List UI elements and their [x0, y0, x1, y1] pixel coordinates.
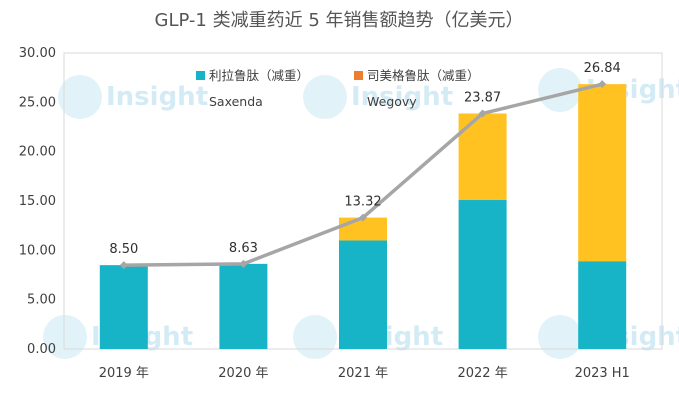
x-tick-label: 2019 年: [99, 366, 149, 381]
x-tick-label: 2022 年: [457, 366, 507, 381]
watermark: Insight: [58, 75, 208, 119]
watermark: Insight: [538, 315, 679, 359]
bar-saxenda: [339, 240, 387, 349]
watermark-logo-icon: [538, 68, 582, 112]
legend-item: 利拉鲁肽（减重） Saxenda: [196, 68, 309, 109]
bar-saxenda: [219, 263, 268, 349]
watermark-logo-icon: [303, 75, 347, 119]
y-tick-label: 30.00: [19, 46, 56, 61]
watermark-logo-icon: [293, 315, 337, 359]
watermark: Insight: [303, 75, 453, 119]
x-tick-label: 2023 H1: [575, 366, 630, 381]
y-tick-label: 0.00: [27, 342, 56, 357]
total-point: [598, 80, 607, 89]
data-label: 8.50: [109, 242, 138, 257]
legend-swatch: [196, 71, 205, 80]
data-label: 26.84: [584, 61, 621, 76]
data-label: 13.32: [344, 195, 381, 210]
chart-title: GLP-1 类减重药近 5 年销售额趋势（亿美元）: [155, 10, 524, 31]
total-point: [478, 109, 487, 118]
total-point: [119, 261, 128, 270]
y-tick-label: 5.00: [27, 293, 56, 308]
data-label: 8.63: [229, 241, 258, 256]
bar-wegovy: [578, 84, 627, 262]
legend-item: 司美格鲁肽（减重） Wegovy: [354, 68, 480, 109]
total-point: [239, 259, 248, 268]
y-tick-label: 25.00: [19, 95, 56, 110]
x-tick-label: 2020 年: [218, 366, 268, 381]
data-label: 23.87: [464, 90, 501, 105]
watermark-logo-icon: [58, 75, 102, 119]
y-tick-label: 10.00: [19, 243, 56, 258]
bar-saxenda: [99, 265, 148, 349]
y-tick-label: 15.00: [19, 194, 56, 209]
watermark-text: Insight: [351, 82, 453, 112]
legend: 利拉鲁肽（减重） Saxenda 司美格鲁肽（减重） Wegovy: [196, 68, 480, 109]
legend-sub-label: Saxenda: [209, 94, 263, 109]
y-tick-label: 20.00: [19, 145, 56, 160]
bar-saxenda: [578, 261, 627, 349]
legend-label: 利拉鲁肽（减重）: [209, 68, 309, 83]
x-axis: 2019 年 2020 年 2021 年 2022 年 2023 H1: [99, 366, 630, 381]
total-point: [359, 213, 367, 222]
y-axis: 0.00 5.00 10.00 15.00 20.00 25.00 30.00: [19, 46, 56, 357]
legend-swatch: [354, 71, 363, 80]
watermark-logo-icon: [538, 315, 582, 359]
bar-saxenda: [458, 200, 507, 349]
x-tick-label: 2021 年: [338, 366, 388, 381]
watermark-logo-icon: [43, 315, 87, 359]
watermark-text: Insight: [106, 82, 208, 112]
total-line: 8.50 8.63 13.32 23.87 26.84: [109, 61, 621, 270]
legend-label: 司美格鲁肽（减重）: [367, 68, 480, 83]
legend-sub-label: Wegovy: [367, 94, 417, 109]
